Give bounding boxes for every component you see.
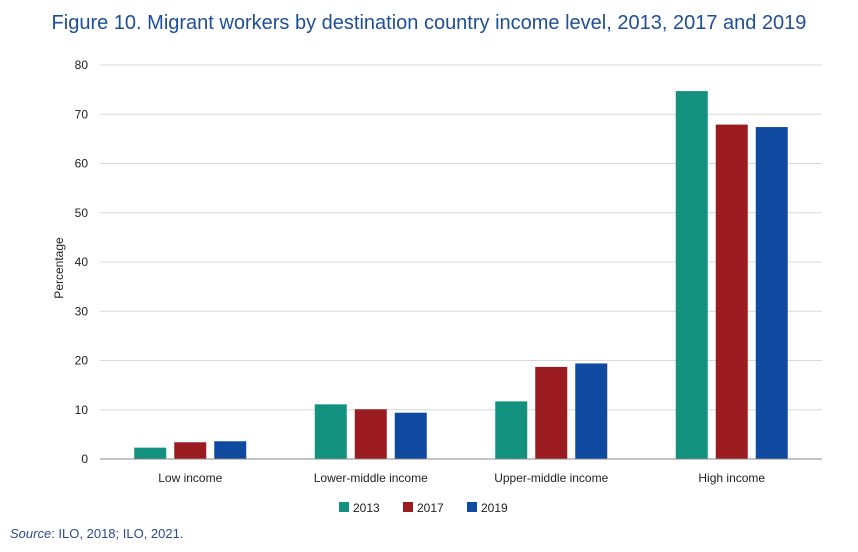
source-note: Source: ILO, 2018; ILO, 2021. xyxy=(10,526,183,541)
bar-2017-low-income xyxy=(174,442,207,459)
legend-swatch-2019 xyxy=(467,502,477,512)
bar-2013-lower-middle-income xyxy=(314,404,347,459)
y-tick-label: 80 xyxy=(75,58,89,72)
y-axis-label: Percentage xyxy=(52,237,66,299)
bar-2017-upper-middle-income xyxy=(535,366,568,459)
legend: 2013 2017 2019 xyxy=(339,501,508,515)
y-tick-label: 70 xyxy=(75,107,89,121)
bar-2019-low-income xyxy=(214,441,247,459)
y-tick-label: 30 xyxy=(75,304,89,318)
bar-2019-high-income xyxy=(755,127,788,460)
bar-2019-upper-middle-income xyxy=(575,363,608,459)
y-tick-label: 40 xyxy=(75,255,89,269)
x-tick-label: Lower-middle income xyxy=(314,471,428,485)
bar-2017-lower-middle-income xyxy=(354,409,387,459)
x-tick-label: Upper-middle income xyxy=(494,471,608,485)
source-label: Source xyxy=(10,526,52,541)
y-axis-ticks: 0 10 20 30 40 50 60 70 80 xyxy=(75,58,89,466)
y-tick-label: 50 xyxy=(75,206,89,220)
bar-2013-upper-middle-income xyxy=(495,401,528,459)
bar-2019-lower-middle-income xyxy=(394,412,427,459)
legend-label-2013: 2013 xyxy=(353,501,380,515)
bars xyxy=(134,91,788,460)
bar-2017-high-income xyxy=(715,124,748,459)
legend-label-2019: 2019 xyxy=(481,501,508,515)
bar-2013-high-income xyxy=(675,91,708,459)
bar-2013-low-income xyxy=(134,447,167,459)
chart-title: Figure 10. Migrant workers by destinatio… xyxy=(51,12,807,34)
x-axis-ticks: Low income Lower-middle income Upper-middl… xyxy=(158,471,765,485)
source-text: : ILO, 2018; ILO, 2021. xyxy=(51,526,184,541)
x-tick-label: Low income xyxy=(158,471,222,485)
y-tick-label: 20 xyxy=(75,354,89,368)
legend-swatch-2013 xyxy=(339,502,349,512)
y-tick-label: 60 xyxy=(75,157,89,171)
y-tick-label: 0 xyxy=(81,452,88,466)
x-tick-label: High income xyxy=(698,471,765,485)
gridlines xyxy=(100,64,822,411)
y-tick-label: 10 xyxy=(75,403,89,417)
legend-label-2017: 2017 xyxy=(417,501,444,515)
legend-swatch-2017 xyxy=(403,502,413,512)
